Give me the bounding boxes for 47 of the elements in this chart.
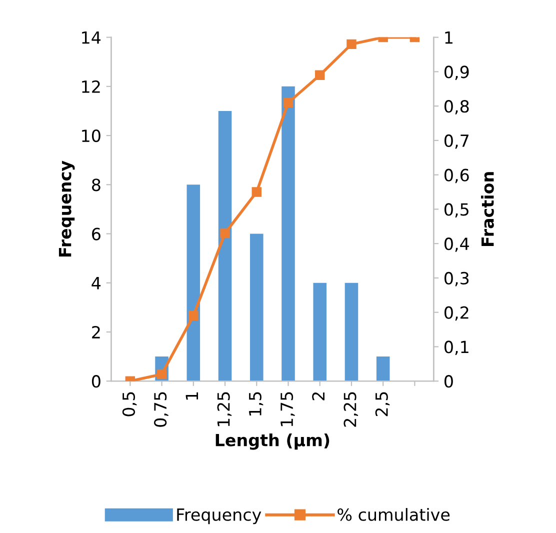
point: [220, 228, 230, 238]
y2-tick-label: 0,9: [444, 66, 469, 80]
y2-tick-label: 0,6: [444, 168, 469, 184]
y2-tick-label: 0: [444, 375, 453, 388]
x-tick-label: 0,5: [122, 392, 137, 416]
point: [346, 39, 356, 50]
y-tick-label: 4: [92, 277, 101, 290]
y2-tick-label: 0,4: [444, 238, 469, 252]
y-tick-label: 14: [82, 31, 101, 44]
bar: [218, 110, 232, 382]
x-tick-label: 1,75: [280, 392, 295, 426]
y-tick-label: 6: [92, 228, 100, 240]
y2-tick-label: 0,1: [444, 340, 468, 355]
point: [315, 70, 325, 80]
legend-label: Frequency: [177, 508, 262, 524]
x-tick-label: 2,5: [375, 392, 390, 416]
x-axis-title: Length (µm): [216, 433, 330, 450]
y2-tick-label: 0,3: [444, 272, 469, 286]
point: [283, 98, 294, 108]
y-tick-label: 8: [92, 178, 100, 192]
x-tick-label: 0,75: [154, 392, 168, 427]
bar: [376, 356, 390, 382]
y-tick-label: 0: [92, 375, 100, 388]
point: [188, 310, 198, 321]
bar: [282, 86, 295, 382]
y-tick-label: 12: [82, 80, 100, 93]
bar: [313, 282, 327, 382]
y-axis-title: Frequency: [58, 160, 75, 256]
y2-tick-label: 0,2: [444, 306, 468, 321]
x-tick-label: 1,25: [217, 392, 232, 426]
y2-tick-label: 0,8: [444, 100, 469, 114]
y2-axis-title: Fraction: [481, 172, 494, 246]
point: [156, 369, 167, 380]
bar: [186, 184, 200, 382]
bar: [250, 234, 264, 382]
bar: [344, 282, 358, 382]
x-tick-label: 1,5: [249, 392, 264, 416]
x-tick-label: 2: [312, 392, 324, 400]
y2-tick-label: 0,7: [444, 134, 468, 149]
x-tick-label: 1: [186, 392, 198, 400]
x-tick-label: 2,25: [344, 392, 358, 427]
legend-label: % cumulative: [338, 508, 450, 521]
y2-tick-label: 1: [445, 31, 452, 44]
point: [252, 187, 262, 197]
y-tick-label: 10: [82, 129, 100, 142]
y-tick-label: 2: [92, 326, 100, 338]
y2-tick-label: 0,5: [444, 203, 468, 218]
